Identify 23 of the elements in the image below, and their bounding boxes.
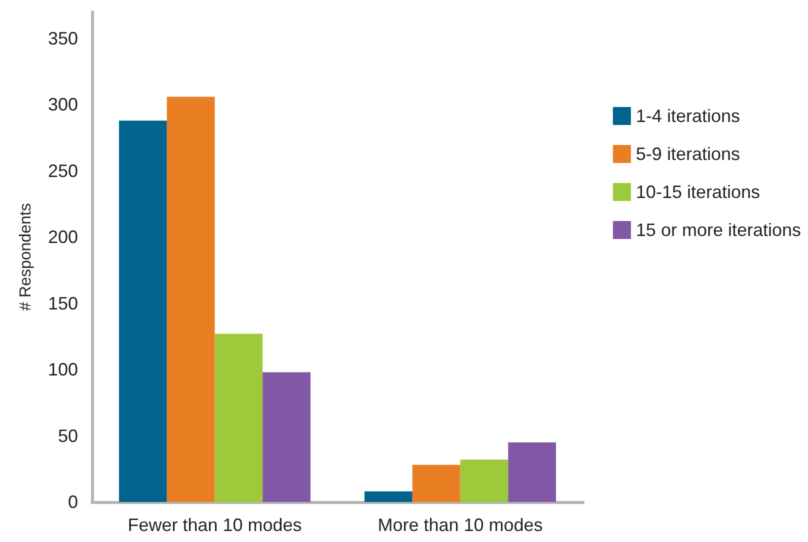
bar <box>508 442 556 502</box>
bar <box>119 120 167 502</box>
y-tick-label: 150 <box>48 293 78 314</box>
legend-label: 10-15 iterations <box>636 182 760 202</box>
legend-label: 1-4 iterations <box>636 106 740 126</box>
bar <box>412 464 460 502</box>
y-tick-label: 0 <box>68 492 78 512</box>
y-tick-label: 250 <box>48 160 78 181</box>
bar <box>364 491 412 502</box>
bar <box>166 96 215 502</box>
bar <box>214 334 263 502</box>
y-tick-label: 50 <box>58 426 78 446</box>
y-axis-title: # Respondents <box>18 203 34 311</box>
bar <box>460 460 508 502</box>
x-tick-label: Fewer than 10 modes <box>128 515 302 535</box>
y-tick-label: 350 <box>48 28 78 48</box>
y-tick-label: 300 <box>48 94 78 115</box>
legend-label: 15 or more iterations <box>636 220 801 240</box>
legend-label: 5-9 iterations <box>636 144 740 164</box>
bar <box>262 372 310 502</box>
y-tick-label: 200 <box>48 227 78 248</box>
x-tick-label: More than 10 modes <box>378 515 543 535</box>
y-tick-label: 100 <box>48 360 78 380</box>
